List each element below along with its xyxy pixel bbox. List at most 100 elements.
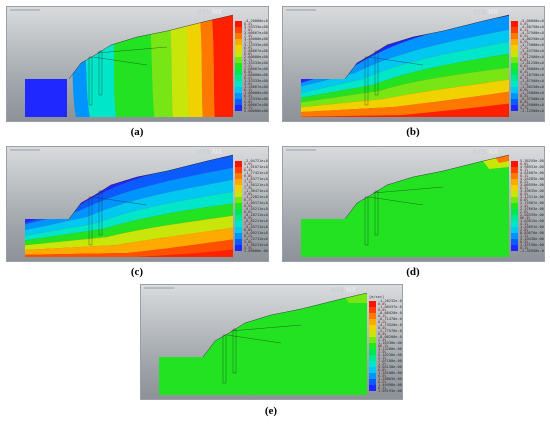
legend-swatch — [511, 105, 518, 111]
legend-percent: 5.9% — [244, 162, 253, 166]
legend-percent: 6.3% — [244, 22, 253, 26]
legend-value: -1.50121e+002 — [244, 183, 268, 187]
panel-c: GTS NX -2.04721e+002 -1.91071e+002 -1.7742… — [6, 146, 269, 262]
legend-swatch — [235, 27, 242, 33]
legend-swatch — [511, 173, 518, 179]
legend-percent: 0.6% — [378, 368, 387, 372]
contour-vertical — [25, 15, 233, 117]
legend-percent: 6.6% — [244, 210, 253, 214]
panel-title-bar — [286, 149, 316, 151]
legend-value: -6.71470e-009 — [378, 317, 402, 321]
legend-swatch — [369, 307, 376, 313]
legend-value: -9.55211e+001 — [244, 207, 268, 211]
legend-value: 7.07180e-009 — [378, 359, 403, 363]
legend-swatch — [511, 221, 518, 227]
legend-value: -3.12500e+002 — [520, 55, 544, 59]
legend-value: -6.82211e+001 — [244, 219, 268, 223]
legend-swatch — [511, 161, 518, 167]
legend-swatch — [511, 239, 518, 245]
legend-value: -1.25000e+002 — [520, 91, 544, 95]
legend-swatch — [235, 179, 242, 185]
panel-title-bar — [10, 149, 40, 151]
legend-swatch — [235, 161, 242, 167]
legend-value: 4.98931e-008 — [520, 165, 545, 169]
legend-swatch — [369, 379, 376, 385]
legend-swatch — [235, 75, 242, 81]
caption-b: (b) — [406, 126, 420, 138]
legend-swatch — [511, 227, 518, 233]
legend-value: -2.77570e-009 — [378, 329, 402, 333]
legend-value: 8.83670e-009 — [520, 231, 545, 235]
legend-swatch — [235, 197, 242, 203]
legend-swatch — [235, 87, 242, 93]
legend-swatch — [511, 167, 518, 173]
legend-value: 4.24283e-008 — [520, 177, 545, 181]
legend-swatch — [235, 33, 242, 39]
caption-c: (c) — [130, 266, 144, 278]
legend-percent: 6.4% — [520, 70, 529, 74]
legend-swatch — [369, 325, 376, 331]
legend-percent: 6.8% — [244, 174, 253, 178]
panel-title-bar — [10, 9, 40, 11]
legend-value: 1.29803e-008 — [378, 377, 403, 381]
panel-a: GTS NX -4.20000e+001 3.93333e+001 3.66667e… — [6, 6, 269, 122]
legend-swatch — [369, 367, 376, 373]
legend-swatch — [235, 227, 242, 233]
legend-value: -6.25000e+001 — [520, 103, 544, 107]
legend-swatch — [511, 179, 518, 185]
legend-percent: 6.1% — [520, 28, 529, 32]
legend-percent: 6.7% — [520, 76, 529, 80]
contour-uniform — [301, 155, 509, 257]
legend-value: -1.63771e+002 — [244, 177, 268, 181]
legend-percent: 7.3% — [244, 186, 253, 190]
legend-percent: 0.3% — [520, 240, 529, 244]
legend-swatch — [511, 39, 518, 45]
legend-value: -4.20000e+001 — [244, 19, 268, 23]
legend-percent: 5.9% — [244, 82, 253, 86]
legend-swatch — [235, 69, 242, 75]
legend-value: 4.61607e-008 — [520, 171, 545, 175]
legend-percent: 0.1% — [378, 314, 387, 318]
legend-percent: 0.1% — [520, 246, 529, 250]
legend-value: -1.77421e+002 — [244, 171, 268, 175]
legend-value: 1.69193e-008 — [378, 389, 403, 393]
legend-swatch — [369, 301, 376, 307]
legend-value: 3.49635e-008 — [520, 189, 545, 193]
legend-percent: 6.8% — [244, 228, 253, 232]
legend-value: -1.06537e-008 — [378, 305, 402, 309]
legend-value: -1.87500e+002 — [520, 79, 544, 83]
legend-value: 1.49498e-008 — [378, 383, 403, 387]
legend-swatch — [511, 27, 518, 33]
legend-value: -3.43750e+002 — [520, 49, 544, 53]
legend-value: -8.06200e-010 — [378, 335, 402, 339]
legend-value: 1.16330e-009 — [378, 341, 403, 345]
legend-value: -4.06250e+002 — [520, 37, 544, 41]
legend-swatch — [511, 215, 518, 221]
legend-swatch — [511, 203, 518, 209]
legend-percent: 7.0% — [520, 52, 529, 56]
legend-swatch — [235, 173, 242, 179]
legend-unit: [m/sec] — [369, 295, 385, 299]
legend-swatch — [235, 233, 242, 239]
legend-percent: 0.1% — [520, 174, 529, 178]
legend-swatch — [369, 385, 376, 391]
gts-logo: GTS NX — [473, 149, 499, 156]
legend-percent: 86.3% — [520, 216, 531, 220]
legend-value: -1.36471e+002 — [244, 189, 268, 193]
legend-value: 2.06667e+001 — [244, 67, 269, 71]
legend-value: 1.80000e+001 — [244, 73, 269, 77]
legend-value: 1.00000e+001 — [244, 91, 269, 95]
legend-swatch — [235, 203, 242, 209]
legend-swatch — [511, 233, 518, 239]
legend-value: 1.25691e-008 — [520, 225, 545, 229]
legend-value: 2.60000e+001 — [244, 55, 269, 59]
legend-percent: 6.5% — [244, 204, 253, 208]
contour-uniform — [159, 293, 367, 395]
legend-percent: 6.6% — [520, 64, 529, 68]
legend-percent: 0.2% — [520, 180, 529, 184]
legend-value: 2.00000e+000 — [244, 109, 269, 113]
legend-swatch — [369, 349, 376, 355]
legend-value: 4.66667e+000 — [244, 103, 269, 107]
legend-percent: 6.6% — [244, 52, 253, 56]
legend-value: 2.74987e-008 — [520, 201, 545, 205]
